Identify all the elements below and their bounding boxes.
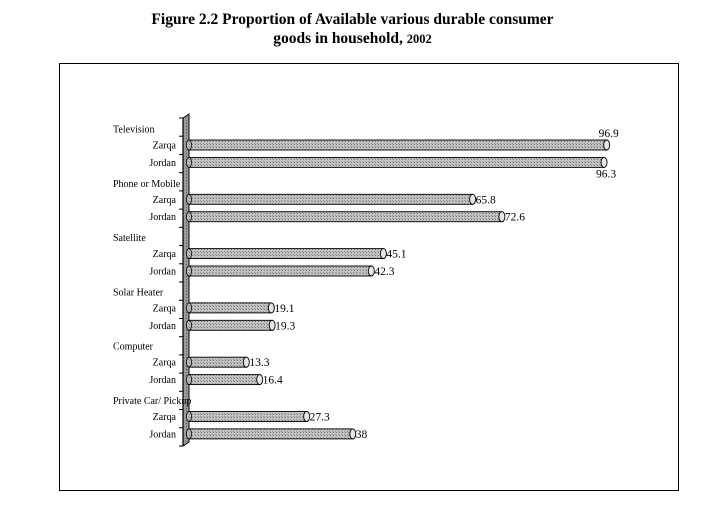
bar-television-jordan: [188, 156, 605, 168]
chart-title-line2-text: goods in household,: [273, 30, 403, 47]
value-label-solar-heater-zarqa: 19.1: [274, 303, 294, 315]
bar-start-solar-heater-jordan: [186, 319, 192, 331]
bar-start-phone-or-mobile-jordan: [186, 211, 192, 223]
series-label-satellite-zarqa: Zarqa: [153, 249, 177, 260]
bar-cap-solar-heater-jordan: [268, 319, 276, 331]
category-label-phone-or-mobile: Phone or Mobile: [113, 179, 181, 190]
value-label-satellite-jordan: 42.3: [374, 266, 394, 278]
series-label-private-car-pickup-zarqa: Zarqa: [153, 412, 177, 423]
bar-phone-or-mobile-jordan: [188, 211, 503, 223]
series-label-television-jordan: Jordan: [149, 158, 176, 169]
bar-start-television-jordan: [186, 156, 192, 168]
bar-cap-private-car-pickup-jordan: [349, 428, 357, 440]
bar-start-private-car-pickup-jordan: [186, 428, 192, 440]
value-label-private-car-pickup-zarqa: 27.3: [310, 412, 330, 424]
bar-start-private-car-pickup-zarqa: [186, 411, 192, 422]
category-label-computer: Computer: [113, 342, 154, 353]
bar-start-computer-jordan: [186, 374, 192, 386]
category-label-television: Television: [113, 125, 155, 136]
category-label-private-car-pickup: Private Car/ Pickup: [113, 396, 191, 407]
chart-title-line1: Figure 2.2 Proportion of Available vario…: [151, 11, 554, 28]
bar-solar-heater-zarqa: [188, 302, 272, 314]
chart-title-line2: goods in household, 2002: [0, 29, 705, 49]
series-label-phone-or-mobile-jordan: Jordan: [149, 212, 176, 223]
value-label-private-car-pickup-jordan: 38: [356, 429, 368, 441]
bar-cap-solar-heater-zarqa: [267, 302, 275, 314]
bar-start-computer-zarqa: [186, 356, 192, 368]
value-label-computer-jordan: 16.4: [263, 375, 283, 387]
bar-start-television-zarqa: [186, 139, 192, 151]
series-label-computer-jordan: Jordan: [149, 375, 176, 386]
series-label-private-car-pickup-jordan: Jordan: [149, 429, 176, 440]
bar-cap-computer-jordan: [256, 374, 264, 386]
value-label-phone-or-mobile-jordan: 72.6: [505, 212, 525, 224]
chart-title-year: 2002: [406, 32, 432, 46]
value-label-solar-heater-jordan: 19.3: [275, 320, 295, 332]
series-label-phone-or-mobile-zarqa: Zarqa: [153, 195, 177, 206]
bar-cap-satellite-zarqa: [379, 248, 387, 260]
bar-private-car-pickup-zarqa: [188, 411, 308, 422]
series-label-satellite-jordan: Jordan: [149, 267, 176, 278]
bars-layer: [186, 139, 611, 440]
bar-private-car-pickup-jordan: [188, 428, 354, 440]
series-label-solar-heater-jordan: Jordan: [149, 321, 176, 332]
value-label-television-jordan: 96.3: [596, 168, 616, 180]
value-label-satellite-zarqa: 45.1: [386, 249, 406, 261]
bar-start-satellite-jordan: [186, 265, 192, 277]
series-label-solar-heater-zarqa: Zarqa: [153, 303, 177, 314]
series-label-television-zarqa: Zarqa: [153, 141, 177, 152]
bar-cap-computer-zarqa: [242, 356, 250, 368]
bar-television-zarqa: [188, 139, 608, 151]
bar-cap-satellite-jordan: [367, 265, 375, 277]
value-label-computer-zarqa: 13.3: [249, 357, 269, 369]
series-label-computer-zarqa: Zarqa: [153, 358, 177, 369]
bar-cap-phone-or-mobile-jordan: [498, 211, 506, 223]
bar-start-solar-heater-zarqa: [186, 302, 192, 314]
chart-title: Figure 2.2 Proportion of Available vario…: [0, 10, 705, 49]
bar-cap-private-car-pickup-zarqa: [303, 411, 311, 422]
bar-computer-zarqa: [188, 356, 247, 368]
bar-phone-or-mobile-zarqa: [188, 193, 474, 205]
category-label-satellite: Satellite: [113, 233, 146, 244]
value-label-phone-or-mobile-zarqa: 65.8: [476, 194, 496, 206]
bar-cap-television-jordan: [600, 156, 608, 168]
bar-start-satellite-zarqa: [186, 248, 192, 260]
labels-layer: Television Zarqa 96.9 Jordan 96.3 Phone or Mo…: [113, 125, 619, 441]
chart-frame: [59, 63, 679, 491]
bar-start-phone-or-mobile-zarqa: [186, 193, 192, 205]
bar-computer-jordan: [188, 374, 261, 386]
bar-solar-heater-jordan: [188, 319, 273, 331]
bar-satellite-jordan: [188, 265, 372, 277]
category-label-solar-heater: Solar Heater: [113, 287, 164, 298]
bar-cap-phone-or-mobile-zarqa: [469, 193, 477, 205]
bar-satellite-zarqa: [188, 248, 384, 260]
bar-cap-television-zarqa: [603, 139, 611, 151]
value-label-television-zarqa: 96.9: [599, 128, 619, 140]
